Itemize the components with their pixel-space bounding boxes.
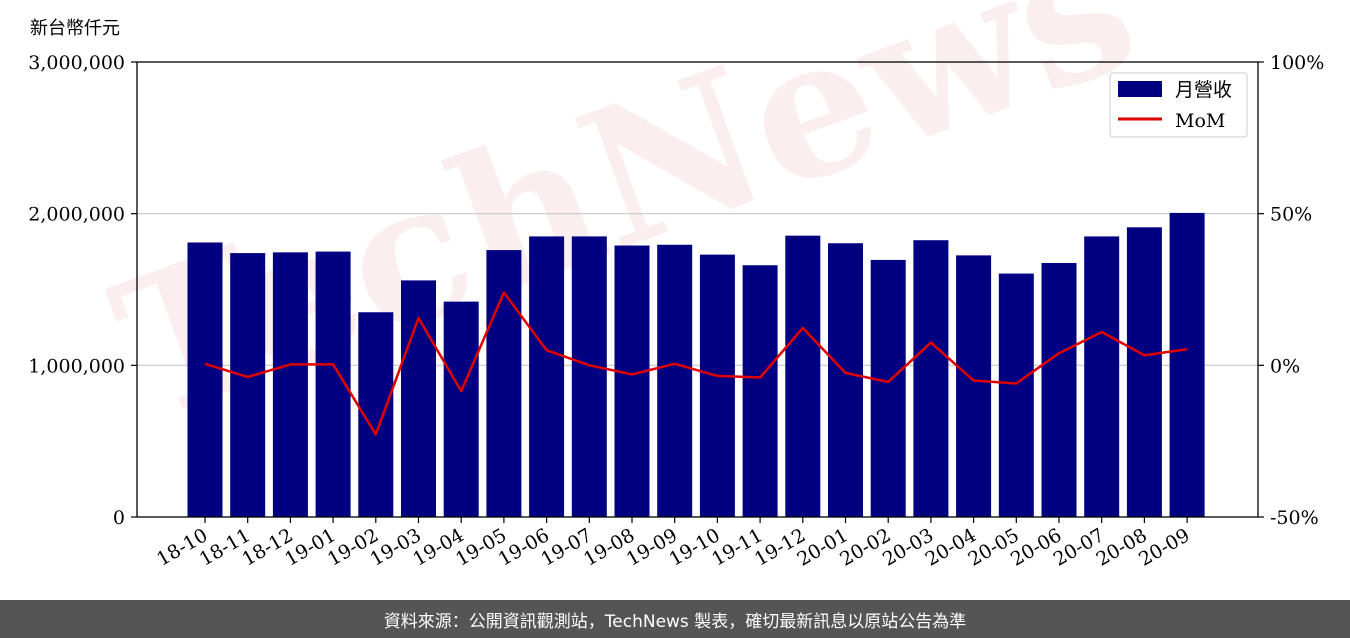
legend: 月營收 MoM xyxy=(1109,72,1248,138)
bar-19-03 xyxy=(401,280,436,517)
left-tick-label-1: 1,000,000 xyxy=(28,355,125,377)
bar-19-08 xyxy=(614,245,650,517)
bar-20-06 xyxy=(1041,262,1077,517)
right-y-axis: -50% 0% 50% 100% xyxy=(1258,52,1324,529)
bar-19-04 xyxy=(443,301,479,517)
legend-label-revenue: 月營收 xyxy=(1175,79,1232,101)
y-unit-label: 新台幣仟元 xyxy=(30,18,120,39)
right-tick-label-3: 100% xyxy=(1270,52,1324,74)
left-y-axis: 0 1,000,000 2,000,000 3,000,000 xyxy=(28,52,137,529)
bar-20-04 xyxy=(956,255,992,517)
footer-source-text: 資料來源：公開資訊觀測站，TechNews 製表，確切最新訊息以原站公告為準 xyxy=(383,611,967,632)
left-tick-label-0: 0 xyxy=(113,507,125,529)
right-tick-label-2: 50% xyxy=(1270,204,1312,226)
bar-19-07 xyxy=(571,236,607,517)
x-axis: 18-1018-1118-1219-0119-0219-0319-0419-05… xyxy=(153,517,1194,571)
bar-20-02 xyxy=(870,259,906,517)
bar-19-12 xyxy=(785,235,821,518)
bar-18-10 xyxy=(187,242,223,517)
left-tick-label-2: 2,000,000 xyxy=(28,204,125,226)
bar-20-07 xyxy=(1084,236,1120,517)
bar-18-11 xyxy=(230,253,266,517)
right-tick-label-1: 0% xyxy=(1270,355,1300,377)
bar-19-10 xyxy=(699,254,735,517)
bar-19-11 xyxy=(742,265,778,517)
bar-20-05 xyxy=(998,273,1034,517)
bar-20-08 xyxy=(1126,227,1162,518)
mom-line xyxy=(204,291,1188,436)
footer-bar: 資料來源：公開資訊觀測站，TechNews 製表，確切最新訊息以原站公告為準 xyxy=(0,600,1350,638)
legend-label-mom: MoM xyxy=(1175,110,1225,132)
bar-series xyxy=(187,212,1205,518)
bar-20-09 xyxy=(1169,212,1205,518)
bar-19-06 xyxy=(529,236,565,517)
bar-20-03 xyxy=(913,240,949,518)
bar-19-09 xyxy=(657,244,693,517)
mom-line-series xyxy=(204,291,1188,436)
legend-swatch-revenue xyxy=(1118,81,1162,97)
bar-20-01 xyxy=(828,243,863,517)
right-tick-label-0: -50% xyxy=(1270,507,1319,529)
plot-frame xyxy=(136,61,1259,518)
bar-18-12 xyxy=(272,252,308,517)
left-tick-label-3: 3,000,000 xyxy=(28,52,125,74)
bar-19-05 xyxy=(486,250,522,518)
